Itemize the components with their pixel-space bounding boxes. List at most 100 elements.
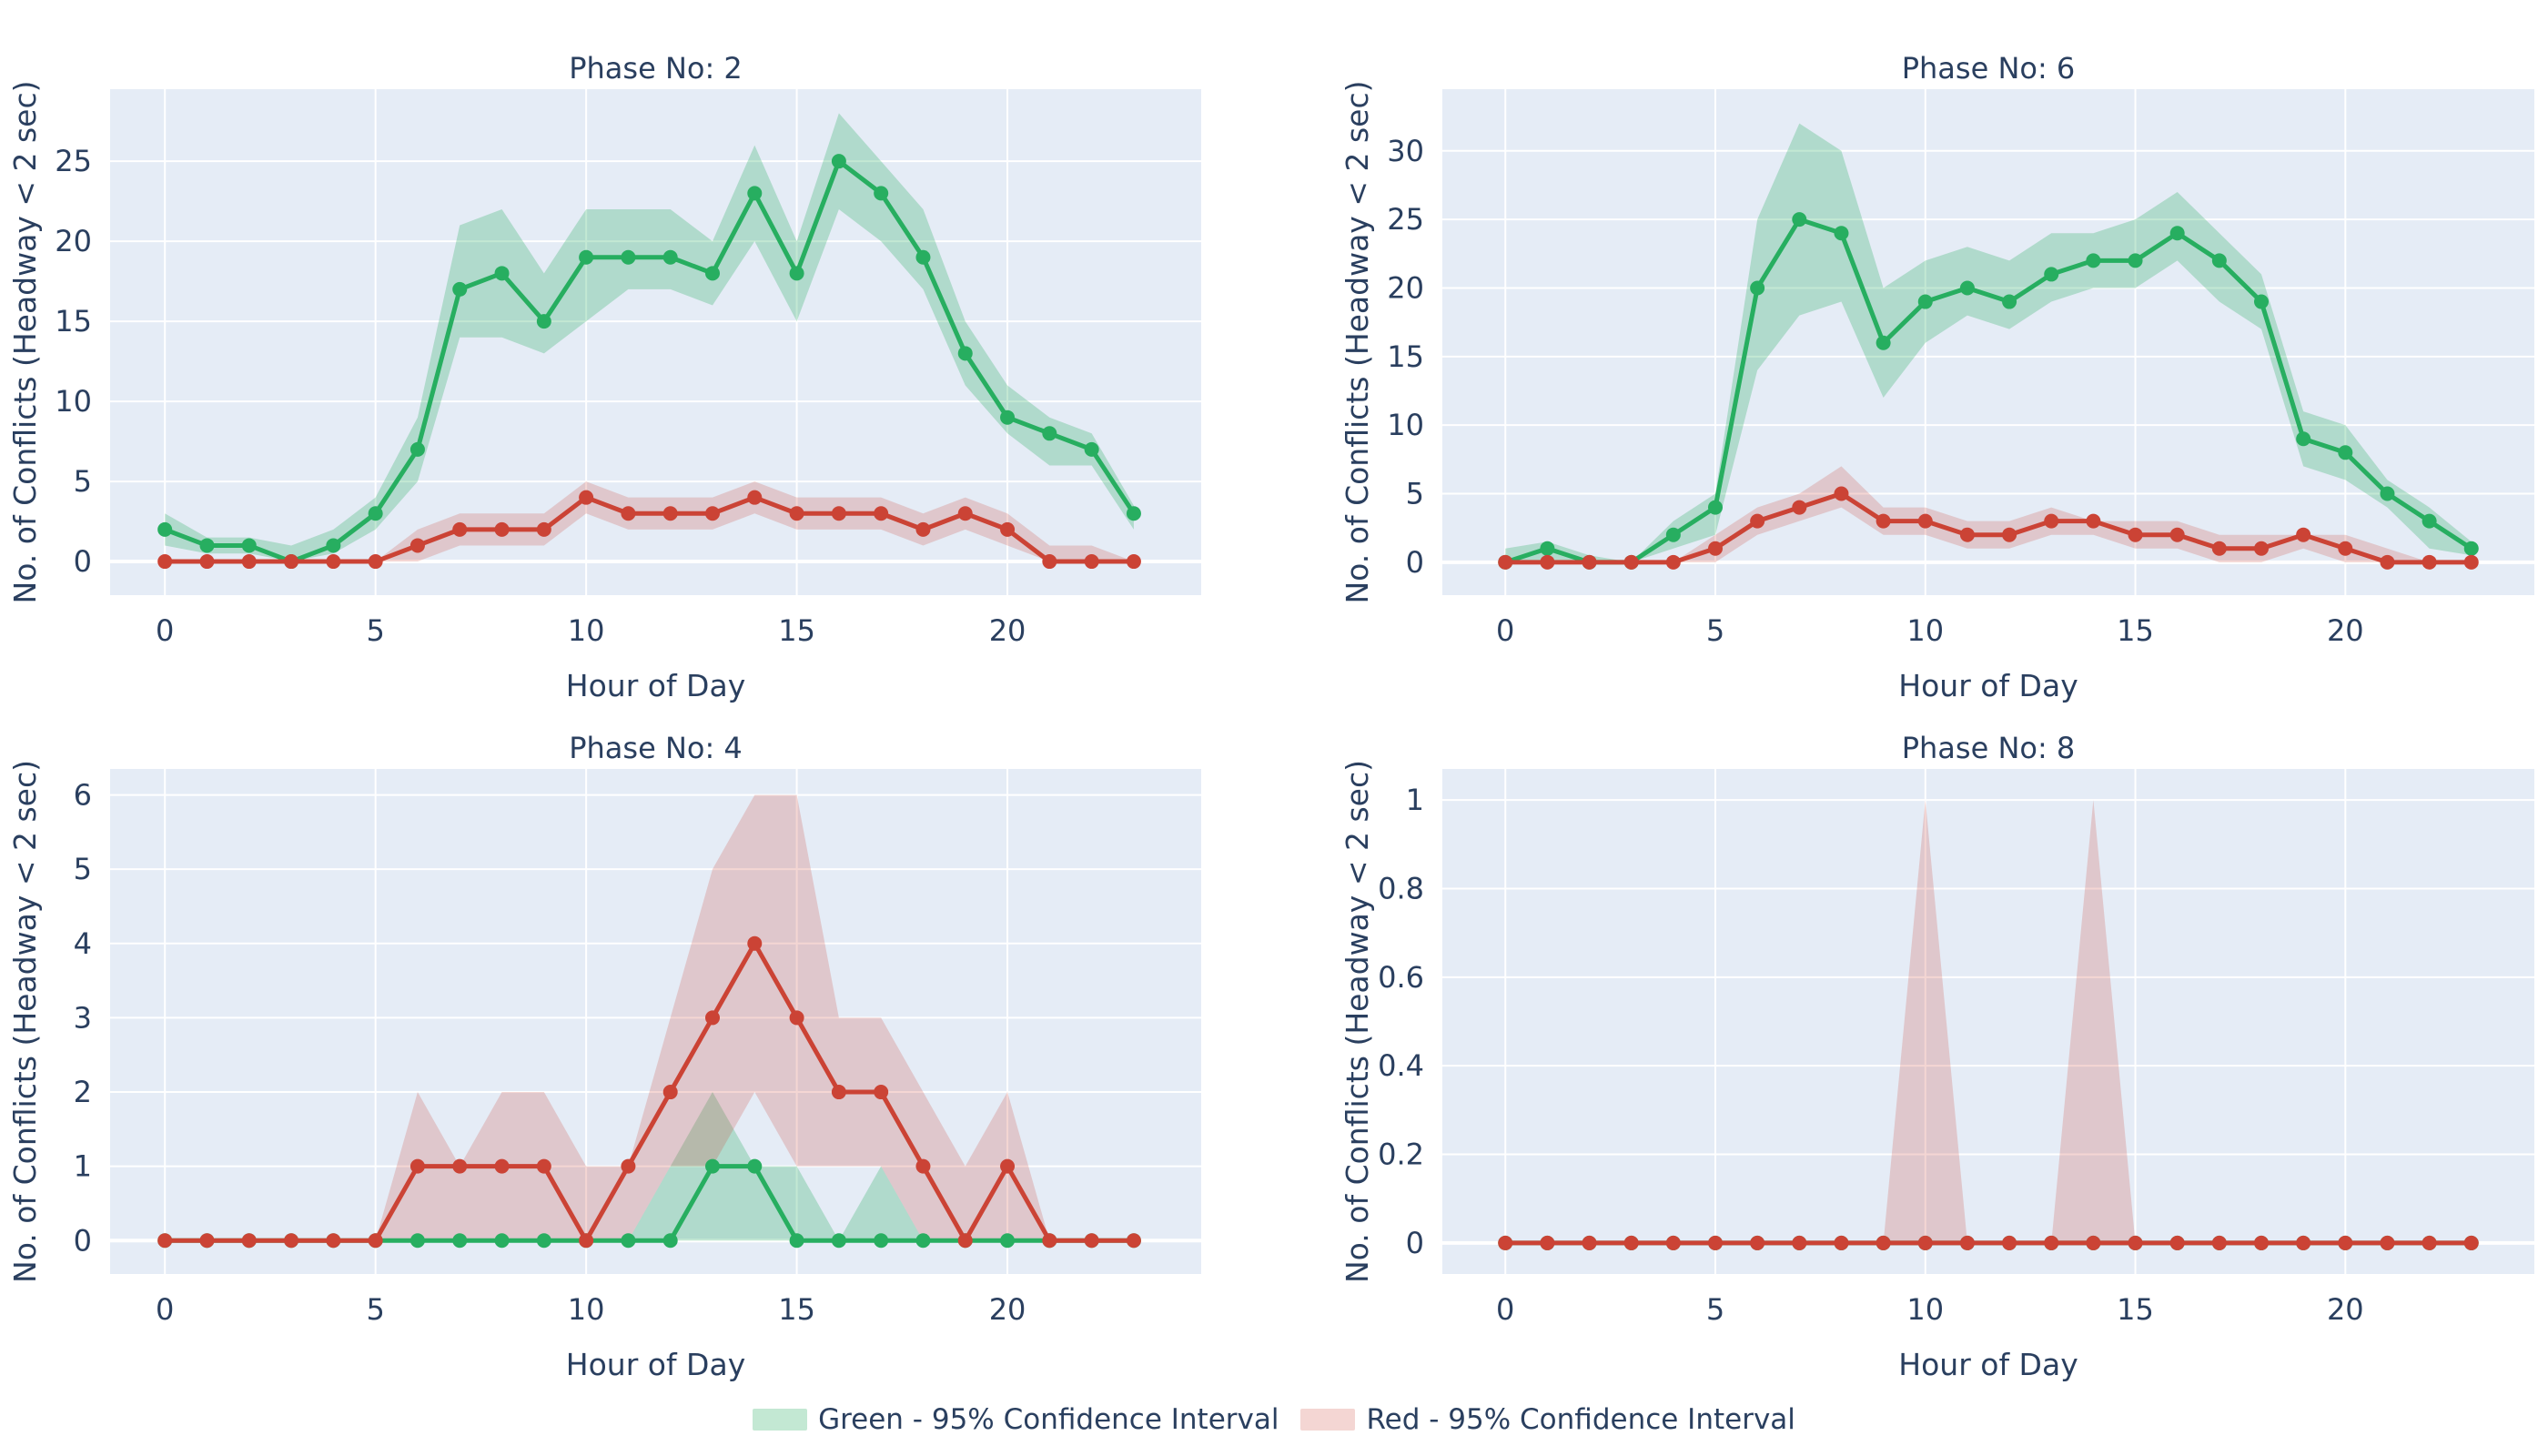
green-data-point[interactable] (2002, 294, 2017, 309)
red-data-point[interactable] (494, 521, 510, 537)
green-data-point[interactable] (831, 1233, 846, 1249)
green-data-point[interactable] (1084, 441, 1099, 457)
red-data-point[interactable] (410, 538, 425, 553)
red-data-point[interactable] (1623, 554, 1639, 570)
red-data-point[interactable] (1917, 1235, 1933, 1250)
red-data-point[interactable] (241, 1233, 257, 1249)
green-data-point[interactable] (1000, 1233, 1016, 1249)
green-data-point[interactable] (1792, 212, 1807, 228)
red-data-point[interactable] (1834, 1235, 1849, 1250)
green-data-point[interactable] (452, 1233, 468, 1249)
red-data-point[interactable] (452, 1158, 468, 1174)
red-data-point[interactable] (1834, 486, 1849, 501)
red-data-point[interactable] (536, 521, 551, 537)
green-data-point[interactable] (2338, 445, 2353, 460)
red-data-point[interactable] (662, 1085, 678, 1100)
green-data-point[interactable] (1834, 226, 1849, 241)
red-data-point[interactable] (2044, 1235, 2059, 1250)
green-data-point[interactable] (704, 266, 720, 281)
red-data-point[interactable] (1126, 554, 1141, 570)
red-data-point[interactable] (2128, 527, 2143, 542)
red-data-point[interactable] (915, 1158, 931, 1174)
red-data-point[interactable] (1582, 1235, 1597, 1250)
red-data-point[interactable] (1623, 1235, 1639, 1250)
red-data-point[interactable] (1876, 513, 1891, 529)
red-data-point[interactable] (284, 1233, 299, 1249)
green-series-line[interactable] (164, 158, 1137, 564)
red-data-point[interactable] (199, 1233, 215, 1249)
red-data-point[interactable] (2296, 1235, 2311, 1250)
green-data-point[interactable] (2380, 486, 2395, 501)
red-data-point[interactable] (915, 521, 931, 537)
green-data-point[interactable] (1000, 410, 1016, 425)
green-data-point[interactable] (2463, 541, 2479, 556)
green-data-point[interactable] (2086, 253, 2101, 268)
green-data-point[interactable] (1750, 280, 1765, 296)
red-data-point[interactable] (1498, 1235, 1513, 1250)
red-data-point[interactable] (1708, 541, 1723, 556)
red-data-point[interactable] (957, 506, 973, 521)
green-data-point[interactable] (747, 1158, 763, 1174)
red-data-point[interactable] (410, 1158, 425, 1174)
green-data-point[interactable] (2254, 294, 2269, 309)
legend-item-green-ci[interactable]: Green - 95% Confidence Interval (753, 1403, 1279, 1436)
green-data-point[interactable] (452, 281, 468, 297)
red-data-point[interactable] (1540, 554, 1555, 570)
green-data-point[interactable] (241, 538, 257, 553)
green-data-point[interactable] (1876, 335, 1891, 350)
red-data-point[interactable] (957, 1233, 973, 1249)
red-data-point[interactable] (1750, 1235, 1765, 1250)
green-data-point[interactable] (1959, 280, 1975, 296)
red-data-point[interactable] (704, 506, 720, 521)
red-data-point[interactable] (1876, 1235, 1891, 1250)
red-data-point[interactable] (157, 1233, 173, 1249)
green-data-point[interactable] (2169, 226, 2185, 241)
red-data-point[interactable] (2254, 1235, 2269, 1250)
green-data-point[interactable] (874, 186, 889, 201)
red-data-point[interactable] (874, 1085, 889, 1100)
red-data-point[interactable] (2086, 513, 2101, 529)
red-data-point[interactable] (157, 554, 173, 570)
red-data-point[interactable] (241, 554, 257, 570)
green-data-point[interactable] (368, 506, 383, 521)
red-data-point[interactable] (704, 1010, 720, 1026)
red-data-point[interactable] (1917, 513, 1933, 529)
red-data-point[interactable] (1959, 527, 1975, 542)
green-data-point[interactable] (494, 266, 510, 281)
red-data-point[interactable] (1750, 513, 1765, 529)
red-data-point[interactable] (1084, 554, 1099, 570)
red-data-point[interactable] (2169, 1235, 2185, 1250)
green-data-point[interactable] (579, 249, 594, 265)
green-data-point[interactable] (704, 1158, 720, 1174)
red-data-point[interactable] (2463, 1235, 2479, 1250)
red-data-point[interactable] (1792, 500, 1807, 515)
red-data-point[interactable] (2422, 1235, 2437, 1250)
red-data-point[interactable] (1000, 1158, 1016, 1174)
red-data-point[interactable] (1792, 1235, 1807, 1250)
green-data-point[interactable] (2296, 431, 2311, 447)
red-data-point[interactable] (2128, 1235, 2143, 1250)
legend-item-red-ci[interactable]: Red - 95% Confidence Interval (1300, 1403, 1795, 1436)
red-data-point[interactable] (831, 1085, 846, 1100)
red-data-point[interactable] (1959, 1235, 1975, 1250)
red-data-point[interactable] (2338, 541, 2353, 556)
green-data-point[interactable] (874, 1233, 889, 1249)
red-data-point[interactable] (494, 1158, 510, 1174)
red-data-point[interactable] (326, 554, 341, 570)
red-data-point[interactable] (199, 554, 215, 570)
red-data-point[interactable] (1665, 554, 1681, 570)
red-data-point[interactable] (284, 554, 299, 570)
red-data-point[interactable] (789, 506, 804, 521)
green-data-point[interactable] (662, 249, 678, 265)
red-data-point[interactable] (1498, 554, 1513, 570)
green-data-point[interactable] (662, 1233, 678, 1249)
green-data-point[interactable] (789, 266, 804, 281)
green-data-point[interactable] (831, 154, 846, 169)
red-data-point[interactable] (1126, 1233, 1141, 1249)
red-data-point[interactable] (1708, 1235, 1723, 1250)
red-data-point[interactable] (2044, 513, 2059, 529)
green-data-point[interactable] (1126, 506, 1141, 521)
red-data-point[interactable] (1042, 1233, 1057, 1249)
red-data-point[interactable] (2380, 1235, 2395, 1250)
red-data-point[interactable] (874, 506, 889, 521)
